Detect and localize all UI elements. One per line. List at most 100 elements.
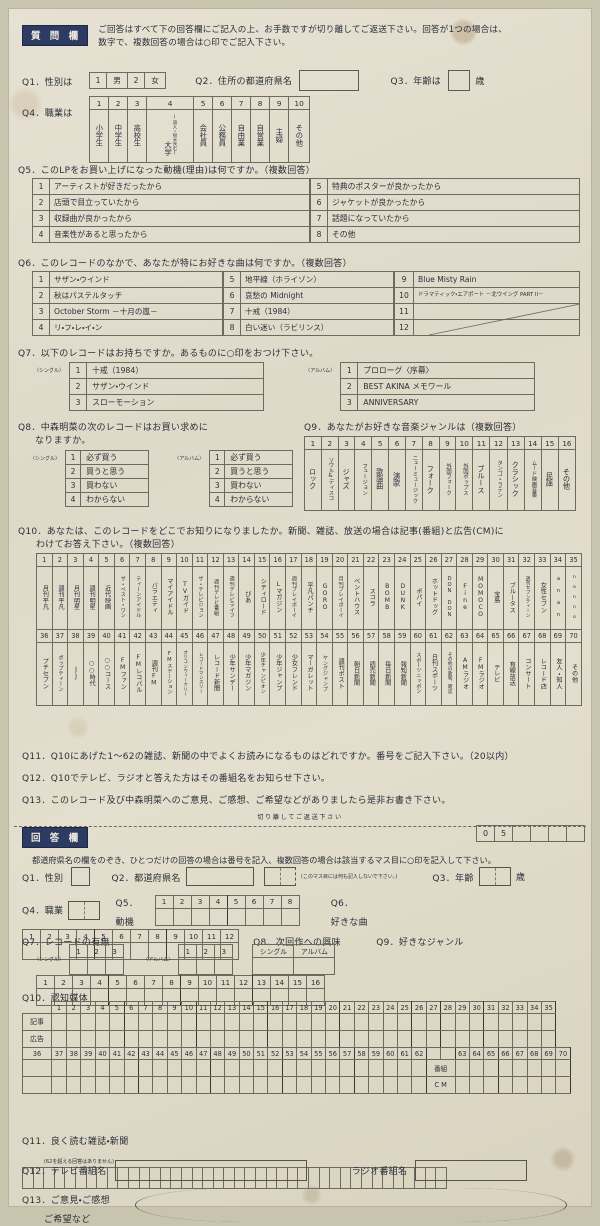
q7-album-item-3[interactable]: ANNIVERSARY [357,394,536,411]
q5-option-4[interactable]: 音楽性があると思ったから [49,226,311,243]
q9-genre-1[interactable]: ロック [304,449,322,511]
q6-num-1[interactable]: 1 [32,271,50,288]
answer-q10-cell-広告-25[interactable] [396,1030,413,1048]
q8-album-num-4[interactable]: 4 [209,492,226,507]
answer-q10-cell-b-13[interactable] [224,1076,240,1094]
q8-album-item-2[interactable]: 買うと思う [224,464,294,479]
q9-genre-3[interactable]: ジャズ [337,449,356,511]
answer-q10-cell-b-6[interactable] [123,1059,139,1077]
q10-num-55[interactable]: 55 [331,629,349,643]
q10-num-53[interactable]: 53 [300,629,318,643]
answer-q10-cell-広告-17[interactable] [281,1030,298,1048]
answer-q10-cell-記事-26[interactable] [411,1013,427,1031]
q6-song-11[interactable] [413,303,580,320]
q10-num-5[interactable]: 5 [98,553,115,567]
q10-media-44[interactable]: FMステーション [160,642,178,706]
q9-num-12[interactable]: 12 [489,436,508,450]
answer-q10-cell-b-7[interactable] [137,1076,154,1094]
q6-song-5[interactable]: 地平線（ホライゾン） [240,271,395,288]
answer-q10-cell-記事-10[interactable] [181,1013,197,1031]
q10-num-70[interactable]: 70 [565,629,582,643]
q9-genre-4[interactable]: フュージョン [354,449,373,511]
q6-num-8[interactable]: 8 [222,319,241,336]
answer-q10-cell-b-12[interactable] [209,1076,226,1094]
q8-single-num-3[interactable]: 3 [65,478,82,493]
q10-media-60[interactable]: スポーツニッポン [409,642,427,706]
q8-single-num-2[interactable]: 2 [65,464,82,479]
q10-media-20[interactable]: 月刊プレイボーイ [331,566,349,630]
q9-num-14[interactable]: 14 [523,436,542,450]
serial-cell-2[interactable]: 5 [494,825,513,842]
q10-media-47[interactable]: レコード新聞 [207,642,224,706]
answer-q10-cell-広告-23[interactable] [368,1030,384,1048]
q8-single-item-4[interactable]: わからない [80,492,150,507]
answer-q10-cell-b-7[interactable] [137,1059,154,1077]
answer-q10-cell-広告-19[interactable] [310,1030,327,1048]
answer-q10-cell-b-22[interactable] [353,1076,370,1094]
answer-q10-cell-b-14[interactable] [238,1076,255,1094]
answer-q10-cell-記事-22[interactable] [353,1013,370,1031]
q10-media-30[interactable]: 宝島 [487,566,504,630]
q10-num-67[interactable]: 67 [518,629,535,643]
q9-num-4[interactable]: 4 [354,436,373,450]
q6-song-9[interactable]: Blue Misty Rain [413,271,580,288]
q10-num-18[interactable]: 18 [300,553,318,567]
q10-num-60[interactable]: 60 [409,629,427,643]
q10-num-46[interactable]: 46 [191,629,209,643]
q10-num-41[interactable]: 41 [113,629,131,643]
answer-q10-cell-b-15[interactable] [253,1059,269,1077]
q7-album-num-2[interactable]: 2 [340,378,359,395]
q6-song-7[interactable]: 十戒（1984） [240,303,395,320]
answer-q10-cell-b-3[interactable] [80,1076,96,1094]
q7-single-num-3[interactable]: 3 [69,394,88,411]
answer-q10-cell-記事-23[interactable] [368,1013,384,1031]
answer-q10-cell-記事-1[interactable] [51,1013,67,1031]
q4-num-6[interactable]: 6 [212,96,233,110]
answer-q10-cell-記事-31[interactable] [483,1013,499,1031]
serial-cell-1[interactable]: 0 [476,825,495,842]
q10-media-40[interactable]: ○○コース [98,642,115,706]
answer-q10-cell-記事-11[interactable] [195,1013,211,1031]
q5-num-1[interactable]: 1 [32,178,50,195]
q10-media-43[interactable]: 週刊FM [144,642,162,706]
q9-genre-15[interactable]: 民謡 [540,449,559,511]
q4-option-10[interactable]: その他 [288,109,311,163]
q10-media-17[interactable]: 週刊プレイボーイ [285,566,302,630]
q9-num-1[interactable]: 1 [304,436,322,450]
answer-q10-cell-b-36[interactable] [555,1059,571,1077]
q10-media-19[interactable]: GORO [316,566,333,630]
answer-q10-cell-b-32[interactable] [497,1076,514,1094]
answer-q10-cell-b-1[interactable] [51,1059,67,1077]
answer-q10-cell-b-8[interactable] [152,1059,168,1077]
answer-q10-cell-b-11[interactable] [195,1076,211,1094]
q10-media-37[interactable]: ポップティーン [51,642,69,706]
answer-q10-cell-b-4[interactable] [94,1076,111,1094]
answer-q10-cell-記事-8[interactable] [152,1013,168,1031]
q10-media-56[interactable]: 朝日新聞 [347,642,364,706]
answer-q10-cell-記事-20[interactable] [325,1013,341,1031]
q10-media-29[interactable]: MOMOCO [471,566,489,630]
answer-q10-cell-b-19[interactable] [310,1076,327,1094]
q10-media-8[interactable]: バラエティ [144,566,162,630]
answer-q10-cell-b-6[interactable] [123,1076,139,1094]
answer-q10-cell-b-20[interactable] [325,1059,341,1077]
answer-q10-cell-b-1[interactable] [51,1076,67,1094]
q9-genre-8[interactable]: フォーク [421,449,440,511]
q10-media-4[interactable]: 週刊明星 [82,566,100,630]
q9-num-3[interactable]: 3 [337,436,356,450]
answer-q10-cell-記事-2[interactable] [65,1013,82,1031]
q10-num-58[interactable]: 58 [378,629,395,643]
answer-q5-input-5[interactable] [226,907,246,926]
answer-q10-cell-記事-4[interactable] [94,1013,111,1031]
q5-num-7[interactable]: 7 [309,210,328,227]
q10-media-38[interactable]: JJ [67,642,84,706]
q8-album-item-1[interactable]: 必ず買う [224,450,294,465]
q10-media-3[interactable]: 月刊明星 [67,566,84,630]
answer-q10-cell-記事-18[interactable] [296,1013,312,1031]
q9-num-11[interactable]: 11 [472,436,491,450]
q10-num-25[interactable]: 25 [409,553,427,567]
answer-q2-prefecture-input[interactable] [185,867,254,886]
answer-q10-cell-広告-14[interactable] [238,1030,255,1048]
answer-q10-cell-b-8[interactable] [152,1076,168,1094]
q10-media-67[interactable]: コンサート [518,642,535,706]
